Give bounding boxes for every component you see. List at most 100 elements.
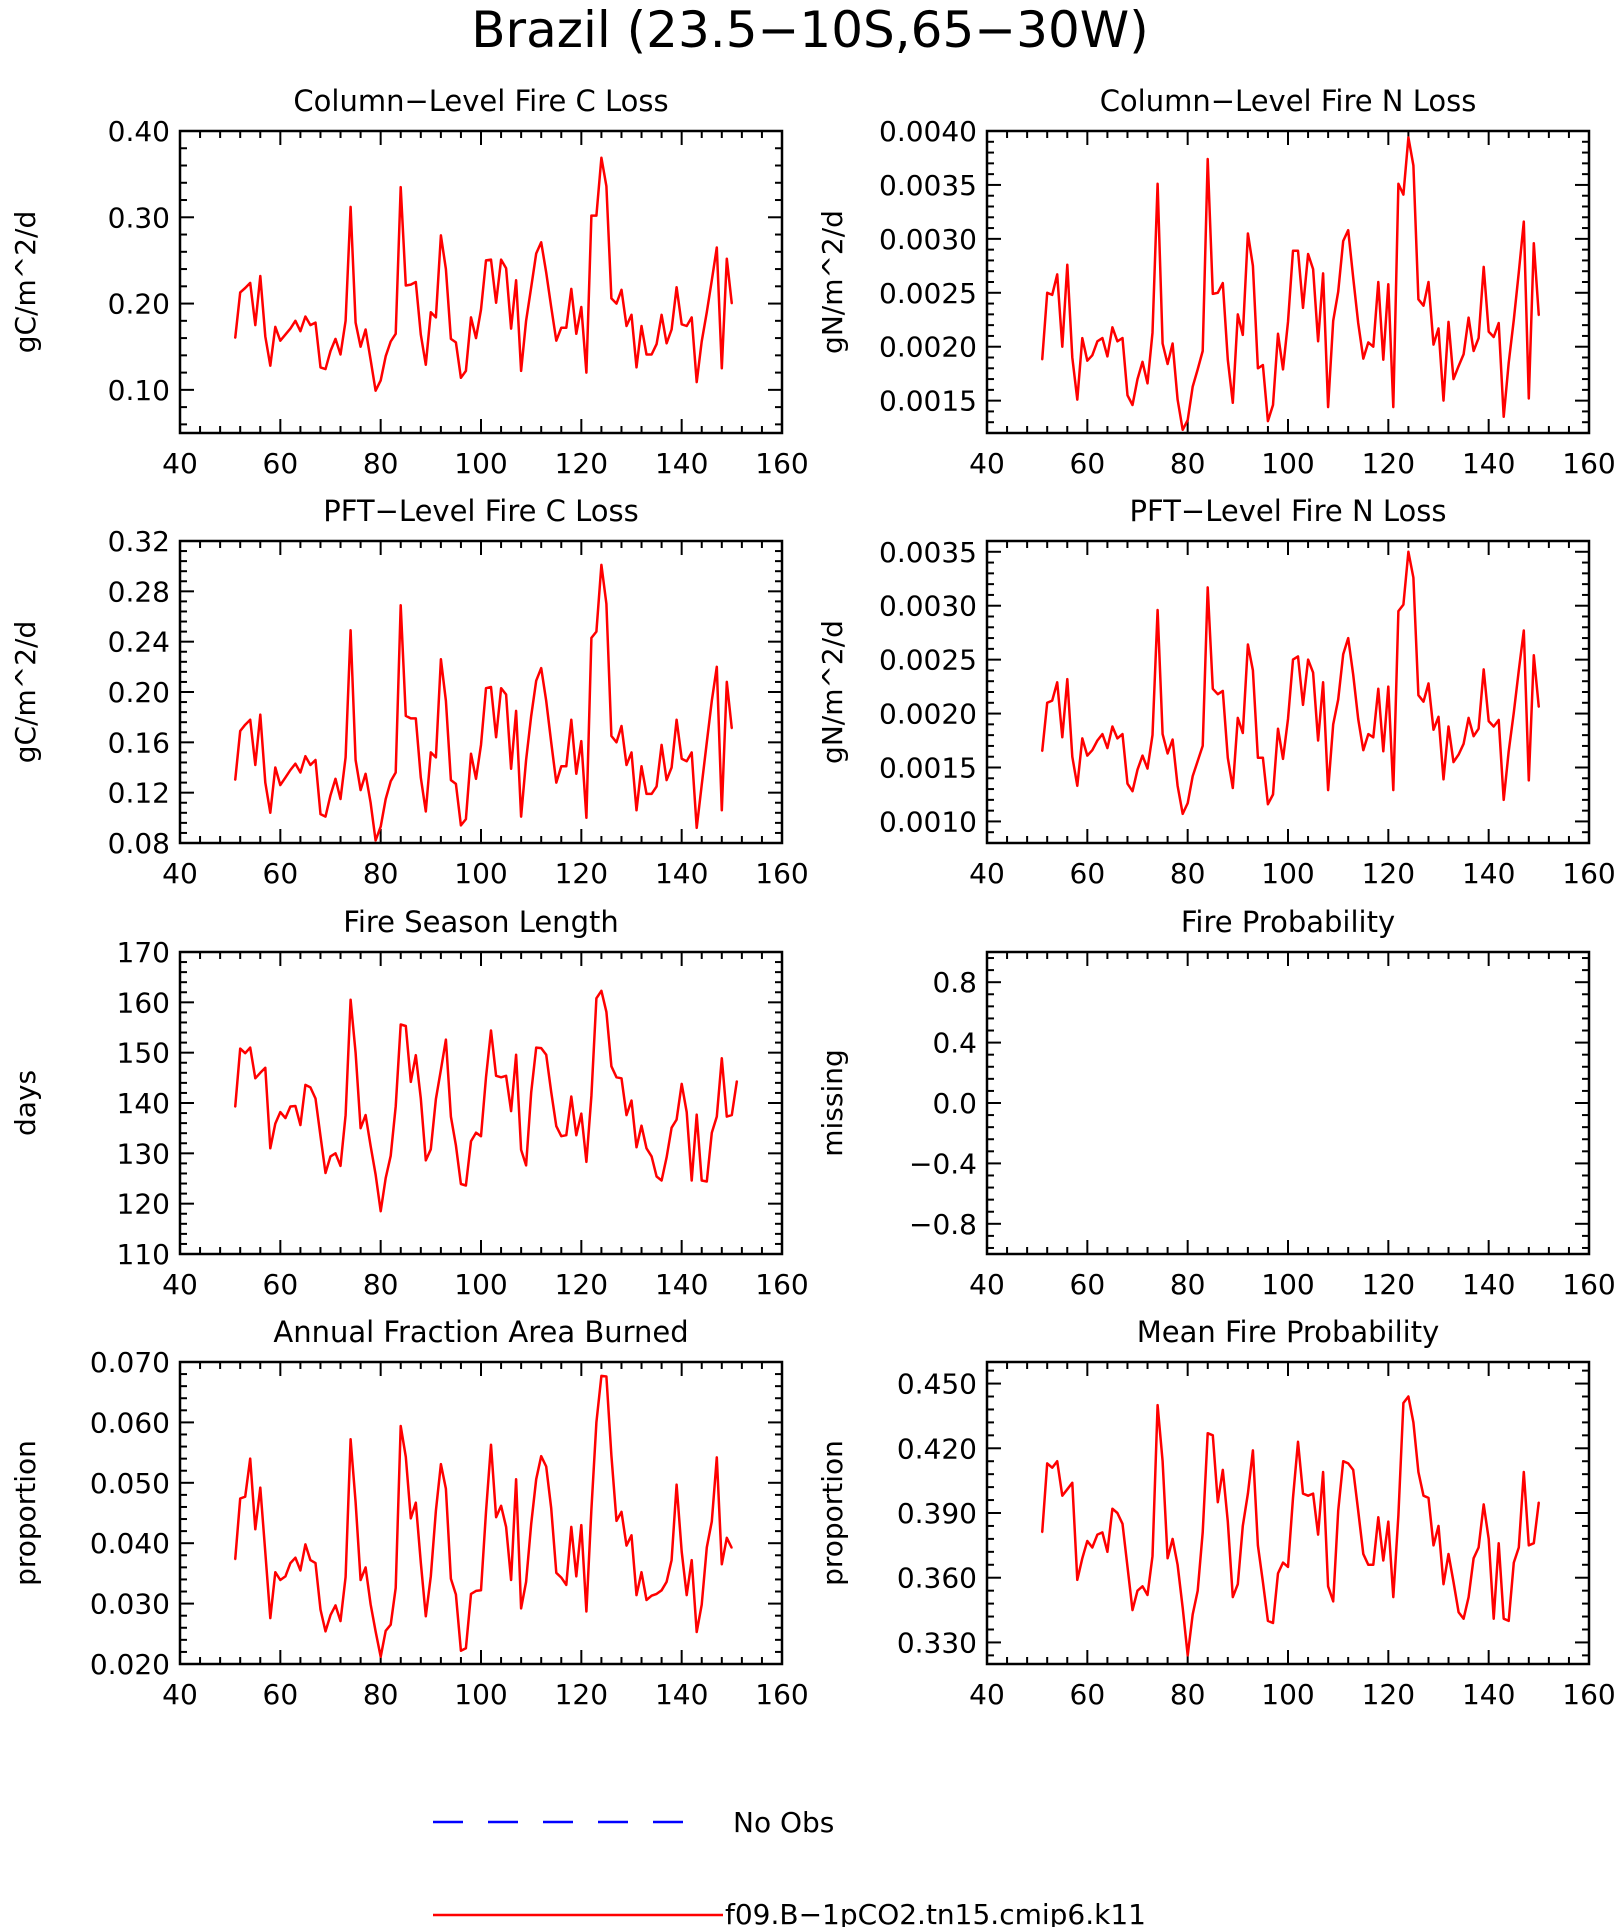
data-point (1452, 761, 1455, 763)
data-point (1252, 1449, 1254, 1452)
data-point (1392, 1596, 1395, 1598)
data-point (349, 1438, 352, 1441)
data-point (495, 301, 497, 304)
data-point (711, 1520, 713, 1523)
data-point (389, 780, 392, 783)
x-tick-label: 140 (1462, 1268, 1515, 1301)
data-point (665, 342, 668, 345)
data-point (615, 302, 618, 305)
data-point (364, 1114, 367, 1116)
data-point (1161, 342, 1164, 345)
data-point (1392, 406, 1395, 408)
data-point (1437, 327, 1440, 330)
data-point (1237, 313, 1239, 316)
data-point (1206, 586, 1209, 589)
y-axis-label: missing (816, 1049, 849, 1157)
data-point (1513, 1561, 1515, 1564)
data-point (700, 1179, 703, 1182)
data-point (354, 759, 357, 761)
data-point (1217, 1501, 1219, 1503)
data-point (600, 990, 603, 992)
y-tick-label: 0.0025 (879, 277, 977, 310)
data-point (1282, 758, 1284, 760)
data-point (505, 1075, 507, 1077)
data-point (485, 687, 487, 689)
data-point (1106, 1551, 1109, 1553)
data-point (259, 1072, 262, 1074)
x-tick-label: 100 (454, 1678, 507, 1711)
data-point (420, 776, 422, 779)
data-point (600, 156, 603, 159)
panel-title: Fire Season Length (343, 905, 618, 939)
data-point (700, 340, 703, 343)
x-tick-label: 80 (363, 1678, 399, 1711)
x-tick-label: 120 (555, 447, 608, 480)
data-point (1347, 1462, 1349, 1465)
data-point (1367, 1564, 1370, 1566)
data-point (1417, 1471, 1420, 1473)
data-point (1076, 1579, 1079, 1581)
data-point (1247, 1492, 1249, 1495)
panel-title: PFT−Level Fire N Loss (1130, 494, 1447, 528)
data-point (1277, 1572, 1279, 1575)
data-point (716, 666, 718, 668)
data-point (640, 325, 643, 327)
data-point (1237, 717, 1239, 719)
data-point (1297, 655, 1299, 658)
x-tick-label: 120 (555, 1678, 608, 1711)
data-point (1081, 337, 1084, 339)
data-point (655, 1175, 658, 1178)
data-point (1357, 322, 1359, 324)
data-point (1507, 750, 1510, 753)
x-tick-label: 120 (1362, 857, 1415, 890)
y-tick-label: 120 (117, 1188, 170, 1221)
data-point (1432, 1544, 1435, 1547)
data-point (1156, 183, 1159, 185)
data-point (1232, 402, 1234, 404)
data-point (1267, 803, 1269, 805)
data-point (294, 320, 297, 322)
data-point (635, 366, 638, 369)
data-point (299, 1569, 302, 1572)
data-point (1357, 1510, 1359, 1512)
data-point (1533, 1542, 1535, 1544)
data-point (535, 679, 537, 682)
data-point (1382, 358, 1385, 361)
data-point (665, 1581, 668, 1583)
data-point (490, 686, 492, 688)
x-tick-label: 100 (1261, 447, 1314, 480)
data-point (249, 1046, 251, 1049)
x-tick-label: 140 (655, 447, 708, 480)
data-point (475, 1131, 477, 1134)
data-point (249, 282, 251, 284)
data-point (1462, 1617, 1465, 1620)
x-tick-label: 60 (1070, 857, 1106, 890)
data-point (279, 339, 282, 342)
y-tick-label: 0.20 (108, 288, 170, 321)
y-tick-label: 170 (117, 936, 170, 969)
data-point (1472, 1557, 1475, 1560)
y-tick-label: 0.060 (90, 1406, 170, 1439)
data-point (1407, 551, 1410, 553)
data-point (595, 997, 598, 1000)
data-point (264, 335, 267, 338)
data-point (239, 1497, 241, 1500)
data-point (640, 1571, 643, 1573)
data-point (259, 275, 262, 277)
data-point (525, 1581, 527, 1583)
data-point (650, 353, 653, 356)
data-point (670, 1559, 673, 1561)
data-point (1482, 668, 1485, 671)
data-point (1181, 1607, 1184, 1609)
data-point (475, 1590, 477, 1592)
data-point (430, 311, 432, 314)
data-point (274, 1122, 277, 1125)
data-point (1171, 1538, 1174, 1540)
data-point (645, 793, 648, 795)
data-point (1472, 735, 1475, 737)
data-point (1141, 361, 1144, 363)
data-point (1076, 398, 1079, 401)
data-point (455, 1144, 457, 1147)
data-point (580, 740, 583, 742)
